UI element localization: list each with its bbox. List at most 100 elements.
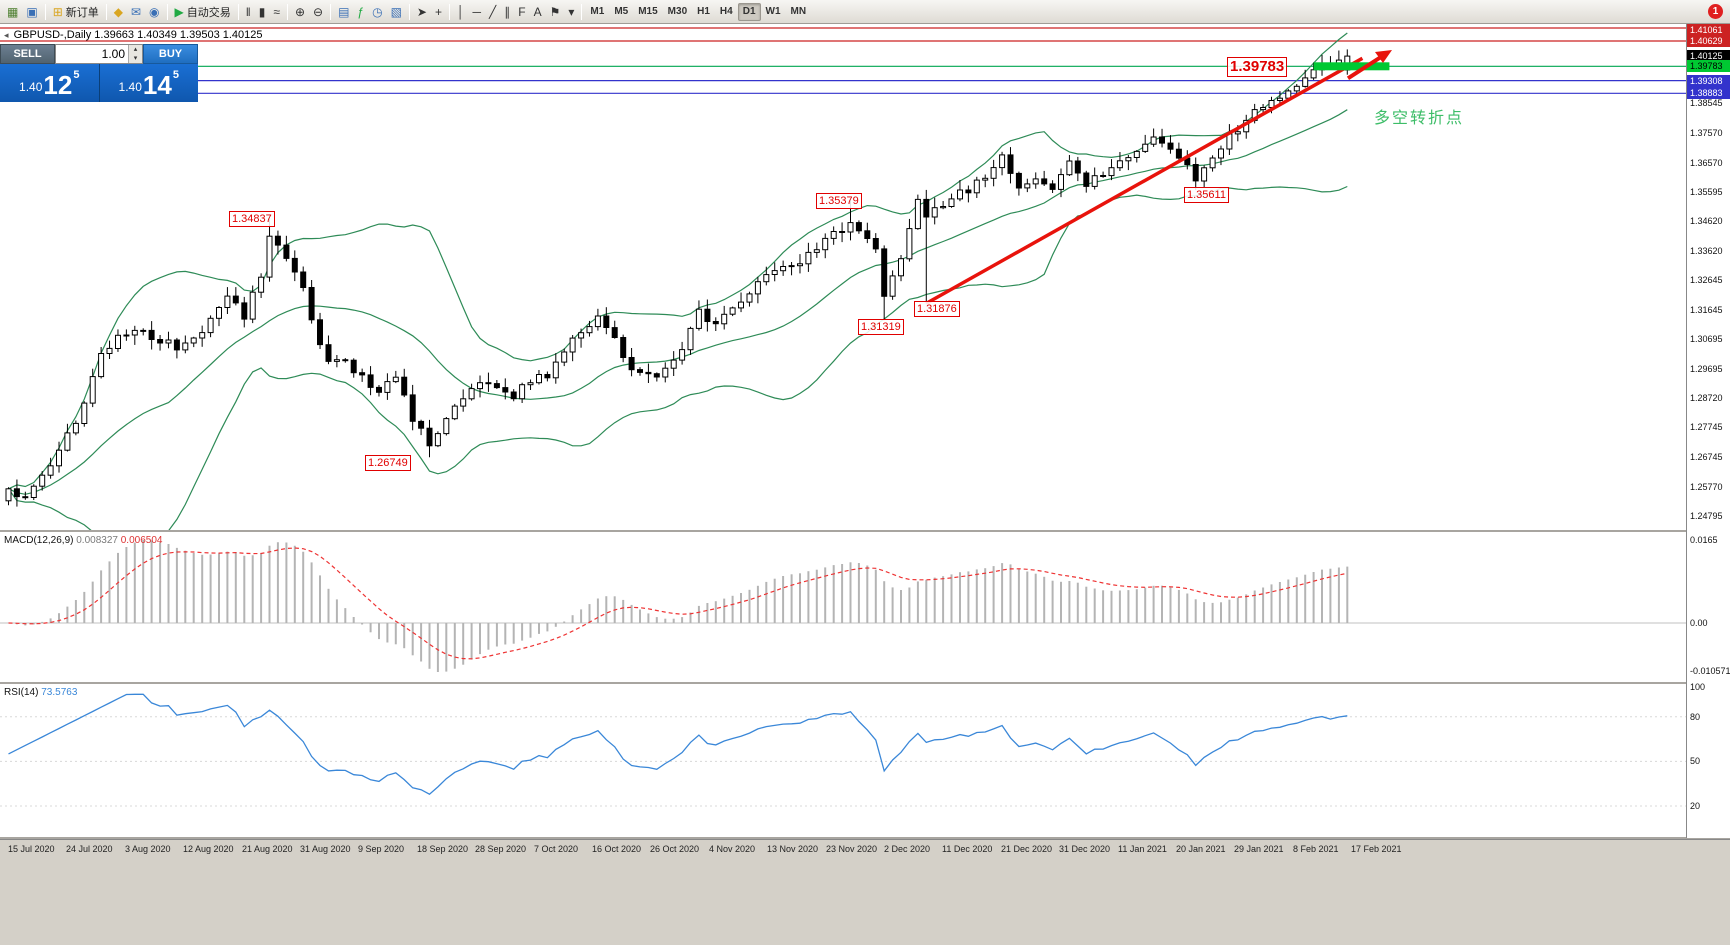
date-label: 18 Sep 2020 [417,844,469,854]
macd-value-main: 0.008327 [76,535,118,546]
date-label: 20 Jan 2021 [1176,844,1226,854]
support-zone[interactable] [1313,62,1390,71]
crosshair-icon: + [434,4,442,19]
pane-separator[interactable] [0,530,1730,532]
terminal-button[interactable]: ◉ [145,2,163,22]
bollinger-lower-line [8,185,1348,530]
timeframe-mn-button[interactable]: MN [786,3,812,21]
bar-chart-type-button[interactable]: ‖ [242,2,255,22]
rsi-pane[interactable]: RSI(14) 73.5763 [0,684,1686,838]
macd-pane[interactable]: MACD(12,26,9) 0.008327 0.006504 [0,532,1686,682]
timeframe-d1-button[interactable]: D1 [737,2,761,21]
zoom-in-button[interactable]: ⊕ [291,2,309,22]
period-button[interactable]: ◷ [368,2,386,22]
buy-button[interactable]: BUY [143,44,198,64]
new-chart-icon: ▦ [7,4,19,19]
period-icon: ◷ [372,4,383,19]
vertical-line-button[interactable]: │ [453,2,469,22]
lot-decrease-button[interactable]: ▾ [129,54,142,63]
price-callout: 1.35379 [816,193,862,209]
autotrade-button[interactable]: ▶ 自动交易 [171,2,235,22]
price-axis[interactable]: 1.38545 1.37570 1.36570 1.35595 1.34620 1.336… [1686,24,1730,838]
notification-badge[interactable]: 1 [1708,4,1723,19]
arrows-button[interactable]: ⚑ [546,2,565,22]
objects-dropdown-icon: ▾ [568,4,575,19]
pane-separator[interactable] [0,682,1730,684]
price-axis-label: 1.25770 [1690,481,1723,492]
vertical-line-icon: │ [457,4,465,19]
date-label: 3 Aug 2020 [125,844,171,854]
profiles-button[interactable]: ▣ [22,2,41,22]
toolbar-separator [44,3,46,20]
market-watch-button[interactable]: ◆ [110,2,127,22]
templates-button[interactable]: ▧ [387,2,406,22]
pane-separator [0,837,1730,839]
timeframe-m1-button[interactable]: M1 [585,3,609,21]
date-label: 31 Dec 2020 [1059,844,1111,854]
price-callout: 1.31319 [858,319,904,335]
channel-button[interactable]: ∥ [500,2,514,22]
sell-button[interactable]: SELL [0,44,55,64]
toolbar-separator [408,3,410,20]
price-axis-marker: 1.41061 [1687,24,1730,36]
lot-size-input[interactable] [56,45,128,63]
timeframe-m15-button[interactable]: M15 [633,3,662,21]
date-label: 7 Oct 2020 [534,844,579,854]
date-label: 28 Sep 2020 [475,844,527,854]
new-order-button[interactable]: ⊞ 新订单 [49,2,103,22]
mailbox-button[interactable]: ✉ [127,2,145,22]
macd-axis-label: 0.00 [1690,618,1708,628]
timeframe-h1-button[interactable]: H1 [692,3,715,21]
date-label: 16 Oct 2020 [592,844,642,854]
indicators-button[interactable]: ƒ [353,2,368,22]
trendline-button[interactable]: ╱ [485,2,500,22]
timeframe-w1-button[interactable]: W1 [761,3,786,21]
timeframe-m5-button[interactable]: M5 [609,3,633,21]
horizontal-line-button[interactable]: ─ [469,2,486,22]
horizontal-levels-group [0,27,1686,94]
price-callout: 1.26749 [365,455,411,471]
objects-dropdown-button[interactable]: ▾ [564,2,578,22]
tile-windows-button[interactable]: ▤ [334,2,353,22]
date-label: 8 Feb 2021 [1293,844,1339,854]
zoom-out-icon: ⊖ [313,4,324,19]
zoom-out-button[interactable]: ⊖ [309,2,327,22]
cursor-button[interactable]: ➤ [413,2,431,22]
crosshair-button[interactable]: + [431,2,446,22]
toolbar: ▦ ▣ ⊞ 新订单 ◆ ✉ ◉ ▶ 自动交易 ‖ ▮ ≈ ⊕ ⊖ ▤ ƒ ◷ ▧ ➤ + │ ─ ╱ ∥ F A ⚑ ▾ M1 M5 M15… [0,0,1730,24]
price-axis-label: 1.27745 [1690,422,1723,433]
bollinger-middle-line [8,109,1348,495]
line-chart-type-button[interactable]: ≈ [269,2,284,22]
horizontal-line-icon: ─ [472,4,482,19]
price-axis-label: 1.37570 [1690,127,1723,138]
price-axis-marker: 1.38883 [1687,87,1730,100]
macd-axis-label: -0.010571 [1690,666,1730,676]
autotrade-icon: ▶ [174,4,184,19]
trendline-icon: ╱ [489,4,497,19]
fibonacci-button[interactable]: F [514,2,529,22]
time-axis[interactable]: 15 Jul 2020 24 Jul 2020 3 Aug 2020 12 Aug 2… [0,839,1730,945]
collapse-icon[interactable]: ◂ [4,30,9,40]
sell-price-button[interactable]: 1.40 12 5 [0,64,99,102]
trend-line[interactable] [925,56,1364,305]
lot-increase-button[interactable]: ▴ [129,45,142,54]
rsi-name: RSI(14) [4,687,39,698]
chart-header: ◂ GBPUSD-,Daily 1.39663 1.40349 1.39503 … [4,29,263,41]
main-chart-pane[interactable]: ◂ GBPUSD-,Daily 1.39663 1.40349 1.39503 … [0,24,1686,530]
profiles-icon: ▣ [26,4,38,19]
text-button[interactable]: A [530,2,546,22]
date-label: 9 Sep 2020 [358,844,405,854]
price-axis-marker: 1.40125 [1687,50,1730,63]
date-label: 11 Jan 2021 [1118,844,1167,854]
timeframe-m30-button[interactable]: M30 [663,3,692,21]
macd-axis-label: 0.0165 [1690,535,1718,545]
buy-price-button[interactable]: 1.40 14 5 [99,64,198,102]
rsi-value: 73.5763 [41,687,78,698]
timeframe-h4-button[interactable]: H4 [715,3,738,21]
rsi-line [8,693,1348,795]
date-label: 24 Jul 2020 [66,844,113,854]
market-watch-icon: ◆ [113,4,123,19]
new-chart-button[interactable]: ▦ [3,2,22,22]
candle-chart-type-button[interactable]: ▮ [255,2,270,22]
date-label: 13 Nov 2020 [767,844,819,854]
